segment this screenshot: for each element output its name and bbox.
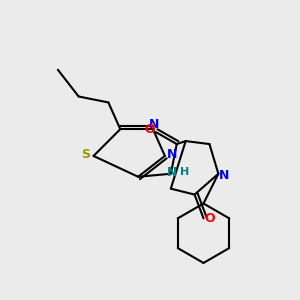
Text: O: O bbox=[145, 123, 155, 136]
Text: H: H bbox=[180, 167, 189, 177]
Text: S: S bbox=[82, 148, 91, 161]
Text: N: N bbox=[149, 118, 160, 131]
Text: N: N bbox=[167, 166, 178, 179]
Text: O: O bbox=[204, 212, 215, 225]
Text: N: N bbox=[219, 169, 230, 182]
Text: N: N bbox=[167, 148, 178, 161]
